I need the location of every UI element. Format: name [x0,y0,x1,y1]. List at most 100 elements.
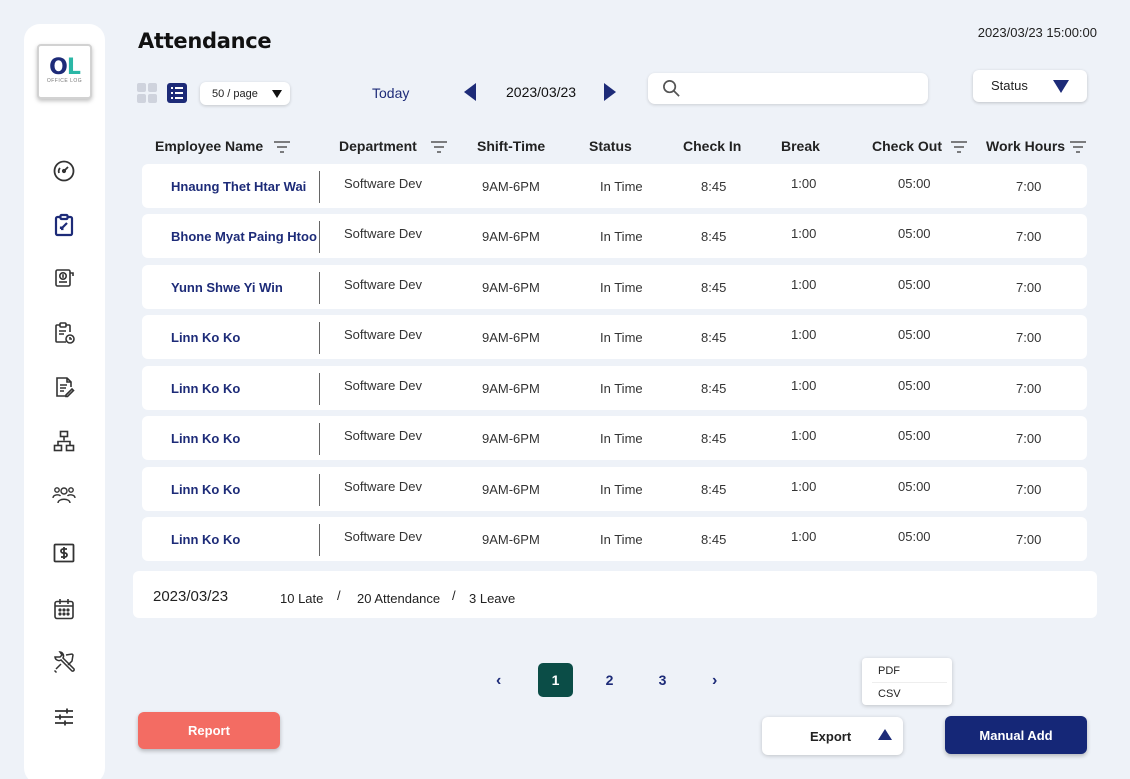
col-header-break: Break [781,138,820,154]
today-button[interactable]: Today [372,85,410,101]
check-out-cell: 05:00 [898,377,931,393]
check-out-cell: 05:00 [898,225,931,241]
shift-time-cell: 9AM-6PM [482,178,540,194]
table-row[interactable]: Yunn Shwe Yi Win Software Dev 9AM-6PM In… [142,265,1087,309]
check-out-cell: 05:00 [898,276,931,292]
payroll-money-icon[interactable] [51,266,77,292]
work-hours-cell: 7:00 [1016,380,1042,396]
employee-name[interactable]: Linn Ko Ko [171,380,241,396]
filter-icon[interactable] [431,141,447,153]
employee-name[interactable]: Hnaung Thet Htar Wai [171,178,307,194]
salary-dollar-icon[interactable] [51,540,77,566]
shift-time-cell: 9AM-6PM [482,531,540,547]
logo-mark: OL [49,55,81,80]
department-cell: Software Dev [344,326,423,342]
table-row[interactable]: Linn Ko Ko Software Dev 9AM-6PM In Time … [142,467,1087,511]
export-options-menu: PDF CSV [862,658,952,705]
calendar-icon[interactable] [51,596,77,622]
check-out-cell: 05:00 [898,326,931,342]
filter-icon[interactable] [951,141,967,153]
shift-time-cell: 9AM-6PM [482,279,540,295]
department-cell: Software Dev [344,276,423,292]
summary-separator: / [452,588,456,603]
work-hours-cell: 7:00 [1016,279,1042,295]
table-row[interactable]: Bhone Myat Paing Htoo Software Dev 9AM-6… [142,214,1087,258]
department-cell: Software Dev [344,225,423,241]
work-hours-cell: 7:00 [1016,178,1042,194]
work-hours-cell: 7:00 [1016,228,1042,244]
table-row[interactable]: Linn Ko Ko Software Dev 9AM-6PM In Time … [142,416,1087,460]
column-divider [319,171,320,203]
pagination-page-3[interactable]: 3 [658,672,667,688]
employee-name[interactable]: Linn Ko Ko [171,430,241,446]
employee-name[interactable]: Linn Ko Ko [171,481,241,497]
break-cell: 1:00 [791,225,817,241]
list-view-icon[interactable] [167,83,187,103]
col-header-check-in: Check In [683,138,742,154]
report-button[interactable]: Report [138,712,280,749]
tools-icon[interactable] [51,650,77,676]
schedule-clipboard-clock-icon[interactable] [51,320,77,346]
employee-name[interactable]: Yunn Shwe Yi Win [171,279,283,295]
column-divider [319,423,320,455]
previous-date-arrow-icon[interactable] [464,83,476,101]
table-row[interactable]: Linn Ko Ko Software Dev 9AM-6PM In Time … [142,315,1087,359]
check-out-cell: 05:00 [898,427,931,443]
table-row[interactable]: Linn Ko Ko Software Dev 9AM-6PM In Time … [142,366,1087,410]
employees-group-icon[interactable] [51,482,77,508]
column-divider [319,221,320,253]
export-pdf-option[interactable]: PDF [878,665,900,677]
summary-separator: / [337,588,341,603]
pagination-next-button[interactable]: › [712,672,718,689]
document-edit-icon[interactable] [51,374,77,400]
check-out-cell: 05:00 [898,528,931,544]
app-logo[interactable]: OL OFFICE LOG [37,44,92,99]
employee-name[interactable]: Linn Ko Ko [171,329,241,345]
search-input[interactable] [690,78,915,99]
status-cell: In Time [600,430,643,446]
break-cell: 1:00 [791,175,817,191]
menu-divider [872,682,947,683]
employee-name[interactable]: Bhone Myat Paing Htoo [171,228,317,244]
col-header-check-out: Check Out [872,138,943,154]
check-in-cell: 8:45 [701,228,727,244]
column-divider [319,524,320,556]
late-count: 10 Late [280,591,324,606]
caret-up-icon [878,729,892,740]
check-out-cell: 05:00 [898,175,931,191]
table-row[interactable]: Linn Ko Ko Software Dev 9AM-6PM In Time … [142,517,1087,561]
pagination-page-1[interactable]: 1 [538,663,573,697]
department-cell: Software Dev [344,175,423,191]
column-divider [319,373,320,405]
export-button[interactable]: Export [762,717,903,755]
dashboard-gauge-icon[interactable] [51,158,77,184]
per-page-select[interactable]: 50 / page [200,82,290,105]
next-date-arrow-icon[interactable] [604,83,616,101]
check-in-cell: 8:45 [701,430,727,446]
shift-time-cell: 9AM-6PM [482,380,540,396]
pagination-page-2[interactable]: 2 [605,672,614,688]
break-cell: 1:00 [791,276,817,292]
org-chart-icon[interactable] [51,428,77,454]
manual-add-button[interactable]: Manual Add [945,716,1087,754]
work-hours-cell: 7:00 [1016,329,1042,345]
break-cell: 1:00 [791,478,817,494]
attendance-clipboard-icon[interactable] [51,212,77,238]
dropdown-caret-icon [1053,80,1069,93]
sidebar: OL OFFICE LOG [24,24,105,779]
column-divider [319,322,320,354]
grid-view-icon[interactable] [137,83,157,103]
settings-sliders-icon[interactable] [51,704,77,730]
status-filter-label: Status [991,78,1028,93]
status-filter-dropdown[interactable]: Status [973,70,1087,102]
employee-name[interactable]: Linn Ko Ko [171,531,241,547]
pagination-prev-button[interactable]: ‹ [496,672,502,689]
export-csv-option[interactable]: CSV [878,688,901,700]
filter-icon[interactable] [1070,141,1086,153]
check-in-cell: 8:45 [701,178,727,194]
logo-subtext: OFFICE LOG [46,78,83,84]
filter-icon[interactable] [274,141,290,153]
col-header-employee-name: Employee Name [155,138,264,154]
search-icon [663,80,680,97]
table-row[interactable]: Hnaung Thet Htar Wai Software Dev 9AM-6P… [142,164,1087,208]
